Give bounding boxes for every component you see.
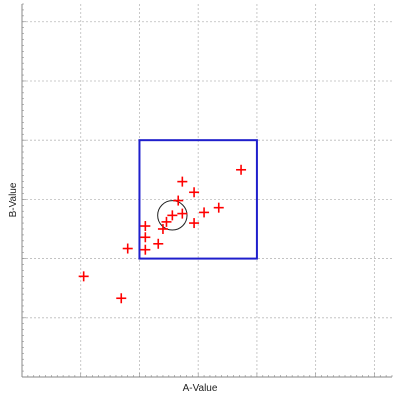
- data-point: [157, 223, 168, 234]
- axes: [21, 3, 393, 378]
- grid-lines: [22, 4, 392, 377]
- data-point: [78, 271, 89, 282]
- data-point: [236, 164, 247, 175]
- highlight-circle: [157, 200, 188, 231]
- data-point: [161, 216, 172, 227]
- data-point: [173, 195, 184, 206]
- x-axis-label: A-Value: [183, 383, 218, 394]
- data-points: [78, 164, 247, 304]
- data-point: [177, 208, 188, 219]
- data-point: [116, 293, 127, 304]
- data-point: [140, 221, 151, 232]
- data-point: [177, 176, 188, 187]
- data-point: [140, 232, 151, 243]
- y-axis-label: B-Value: [8, 182, 19, 217]
- data-point: [189, 218, 200, 229]
- data-point: [213, 202, 224, 213]
- data-point: [153, 238, 164, 249]
- selection-box: [138, 139, 258, 260]
- data-point: [189, 187, 200, 198]
- data-point: [140, 244, 151, 255]
- data-point: [167, 210, 178, 221]
- data-point: [122, 243, 133, 254]
- data-point: [199, 207, 210, 218]
